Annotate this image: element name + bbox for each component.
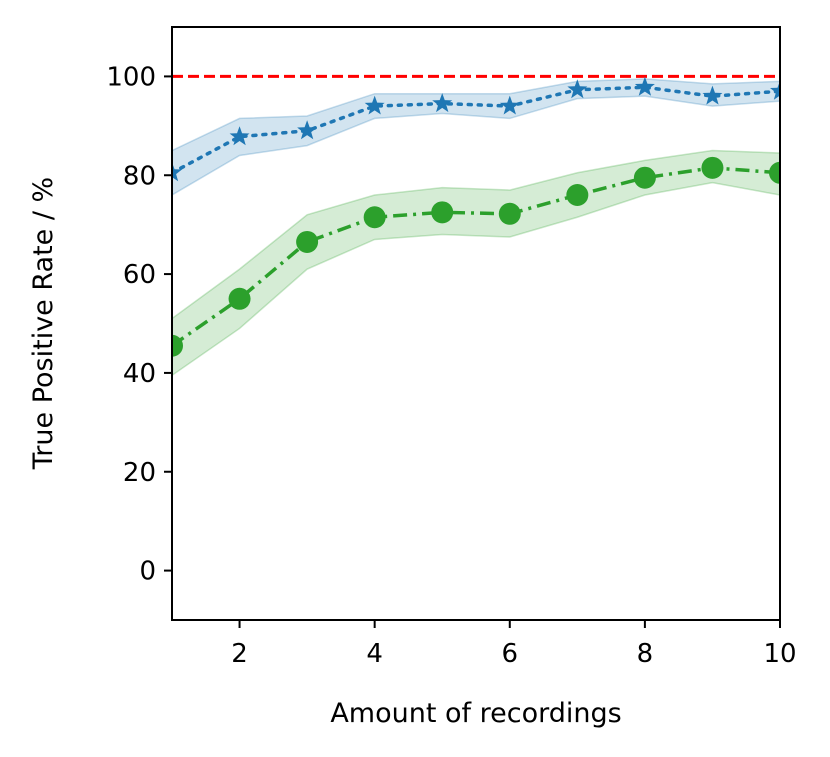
x-tick-label: 10 xyxy=(763,639,796,669)
data-point-0-0 xyxy=(172,162,182,182)
data-point-0-9 xyxy=(770,80,780,100)
data-point-1-2 xyxy=(296,230,319,253)
data-point-0-6 xyxy=(567,79,588,99)
data-point-0-8 xyxy=(702,85,723,105)
x-tick-label: 8 xyxy=(637,639,654,669)
x-tick-label: 2 xyxy=(231,639,248,669)
x-axis-ticks: 2 4 6 8 10 xyxy=(231,620,797,669)
series-markers xyxy=(172,76,780,357)
data-point-0-2 xyxy=(297,120,318,140)
y-tick-label: 60 xyxy=(123,260,156,290)
data-point-1-1 xyxy=(228,287,251,310)
y-tick-label: 80 xyxy=(123,161,156,191)
y-tick-label: 20 xyxy=(123,458,156,488)
data-point-0-7 xyxy=(634,76,655,96)
confidence-band-0 xyxy=(172,78,780,196)
plot-frame xyxy=(171,26,781,621)
y-axis-ticks: 0 20 40 60 80 100 xyxy=(106,62,172,587)
y-tick-label: 40 xyxy=(123,359,156,389)
data-point-1-5 xyxy=(498,202,521,225)
y-axis-label: True Positive Rate / % xyxy=(28,177,59,470)
series-lines xyxy=(172,85,780,348)
x-tick-label: 6 xyxy=(502,639,519,669)
y-tick-label: 100 xyxy=(106,62,156,92)
data-point-1-6 xyxy=(566,184,589,207)
data-point-0-3 xyxy=(364,95,385,115)
series-line-1 xyxy=(172,166,780,348)
data-point-1-3 xyxy=(363,206,386,229)
data-point-1-8 xyxy=(701,156,724,179)
data-point-1-0 xyxy=(172,334,183,357)
x-tick-label: 4 xyxy=(366,639,383,669)
data-point-1-4 xyxy=(431,201,454,224)
data-point-0-5 xyxy=(499,95,520,115)
data-point-0-1 xyxy=(229,126,250,146)
x-axis-label: Amount of recordings xyxy=(330,698,621,729)
data-point-1-9 xyxy=(769,161,780,184)
data-point-0-4 xyxy=(432,93,453,113)
data-point-1-7 xyxy=(633,166,656,189)
y-tick-label: 0 xyxy=(139,557,156,587)
series-line-0 xyxy=(172,85,780,175)
